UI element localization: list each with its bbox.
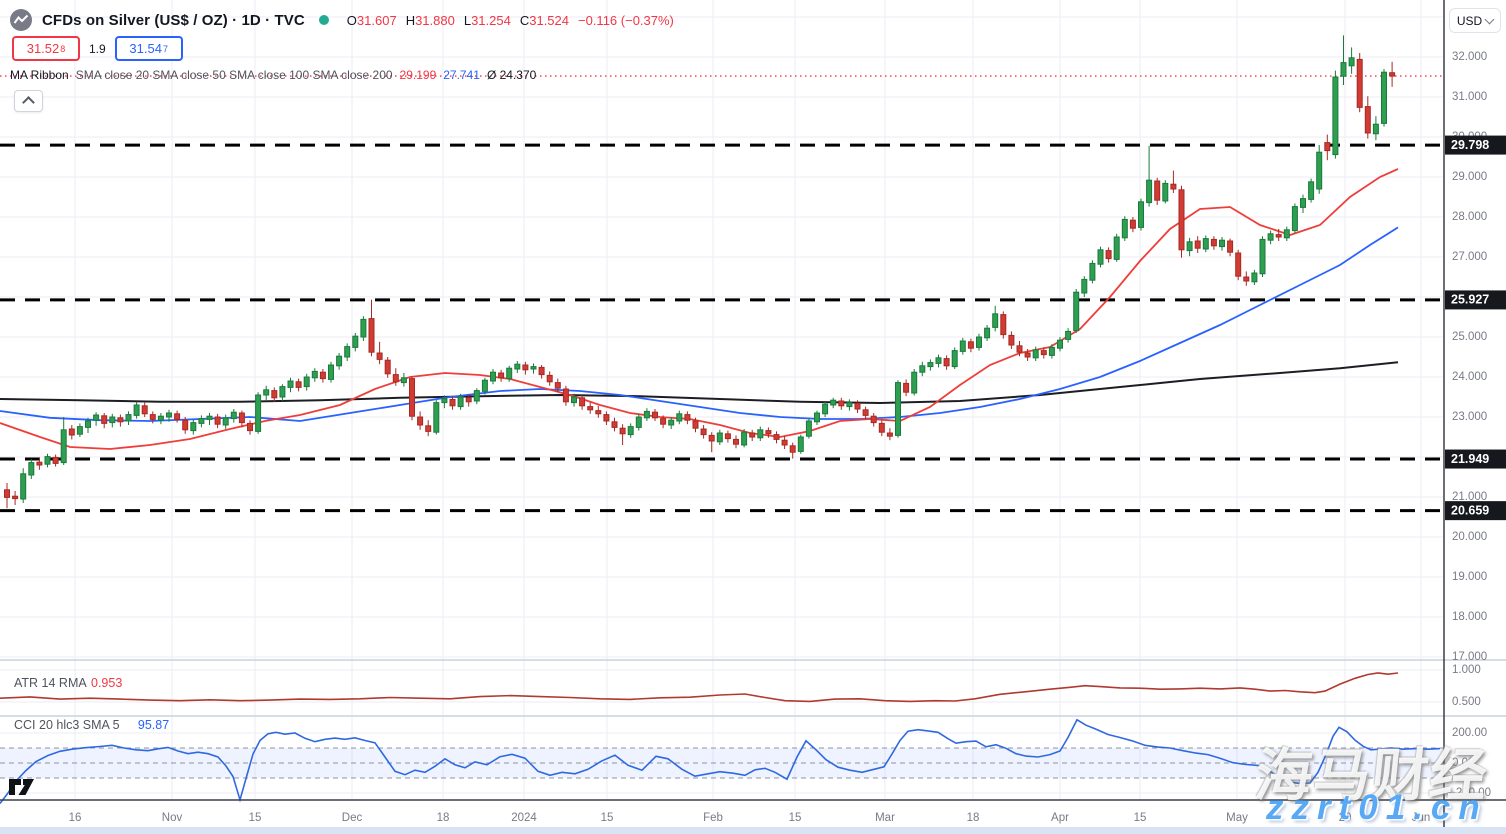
atr-legend: ATR 14 RMA (14, 676, 87, 690)
svg-text:May: May (1226, 812, 1248, 824)
svg-text:18: 18 (967, 812, 980, 824)
svg-text:Mar: Mar (875, 812, 895, 824)
svg-text:15: 15 (601, 812, 614, 824)
buy-price: 31.54 (129, 41, 162, 56)
cci-legend-value: 95.87 (138, 718, 169, 732)
svg-text:25.927: 25.927 (1451, 293, 1489, 307)
collapse-legend-button[interactable] (14, 90, 43, 112)
svg-text:15: 15 (249, 812, 262, 824)
svg-text:200.00: 200.00 (1452, 727, 1487, 739)
svg-text:Feb: Feb (703, 812, 723, 824)
tradingview-logo-icon[interactable] (8, 774, 36, 800)
currency-label: USD (1456, 13, 1483, 28)
sma50-value: 27.741 (443, 68, 480, 82)
buy-button[interactable]: 31.54 7 (114, 36, 183, 61)
cci-line[interactable] (0, 718, 1441, 804)
high-value: 31.880 (415, 12, 455, 28)
cci-band (0, 747, 1444, 779)
price-level-lines[interactable] (0, 143, 1444, 513)
indicator-pane-legends[interactable]: ATR 14 RMA 0.953 CCI 20 hlc3 SMA 5 95.87 (14, 676, 169, 732)
ohlc-values: O31.607 H31.880 L31.254 C31.524 −0.116 (… (347, 13, 674, 28)
svg-text:31.000: 31.000 (1452, 91, 1487, 103)
sma200-value: Ø 24.370 (486, 68, 537, 82)
svg-text:21.949: 21.949 (1451, 452, 1489, 466)
svg-text:Apr: Apr (1051, 812, 1069, 824)
open-value: 31.607 (356, 12, 397, 28)
buy-price-fraction: 7 (162, 43, 168, 54)
symbol-header: CFDs on Silver (US$ / OZ) · 1D · TVC O31… (10, 9, 674, 31)
gridlines (0, 0, 1444, 800)
indicator-title: MA Ribbon (10, 68, 69, 82)
symbol-logo-icon[interactable] (10, 9, 32, 31)
indicator-legend-ma-ribbon[interactable]: MA Ribbon SMA close 20 SMA close 50 SMA … (10, 68, 536, 82)
price-scale[interactable]: 32.00031.00030.00029.00028.00027.00026.0… (1445, 51, 1506, 799)
atr-legend-value: 0.953 (91, 676, 122, 690)
sma20-value: 29.199 (399, 68, 437, 82)
high-label: H (405, 12, 416, 28)
svg-text:15: 15 (1134, 812, 1147, 824)
svg-text:20: 20 (1339, 812, 1352, 824)
svg-text:25.000: 25.000 (1452, 331, 1487, 343)
sell-price: 31.52 (26, 41, 60, 56)
svg-text:21.000: 21.000 (1452, 491, 1487, 503)
svg-text:20.000: 20.000 (1452, 531, 1487, 543)
svg-text:-200.00: -200.00 (1452, 787, 1491, 799)
svg-text:Dec: Dec (342, 812, 363, 824)
svg-text:Nov: Nov (162, 812, 183, 824)
svg-text:0.00: 0.00 (1452, 757, 1474, 769)
chevron-up-icon (22, 96, 35, 109)
svg-text:15: 15 (789, 812, 802, 824)
watermark-site-url: zzrt01.cn (1266, 788, 1488, 827)
cci-legend: CCI 20 hlc3 SMA 5 (14, 718, 120, 732)
sell-button[interactable]: 31.52 8 (12, 36, 80, 61)
svg-text:19.000: 19.000 (1452, 571, 1487, 583)
svg-text:16: 16 (69, 812, 82, 824)
svg-text:29.798: 29.798 (1451, 138, 1489, 152)
svg-text:18: 18 (437, 812, 450, 824)
atr-line[interactable] (0, 672, 1399, 703)
low-value: 31.254 (471, 12, 511, 28)
svg-text:27.000: 27.000 (1452, 251, 1487, 263)
low-label: L (463, 12, 472, 28)
svg-text:29.000: 29.000 (1452, 171, 1487, 183)
svg-text:20.659: 20.659 (1451, 503, 1489, 517)
bid-ask-widget: 31.52 8 1.9 31.54 7 (12, 36, 183, 61)
open-label: O (346, 12, 357, 28)
svg-text:17.000: 17.000 (1452, 651, 1487, 663)
bottom-strip (0, 827, 1506, 834)
time-scale[interactable]: 16 Nov 15 Dec 18 2024 15 Feb 15 Mar 18 Apr 15 May 20 Ju… (69, 812, 1431, 824)
svg-text:1.000: 1.000 (1452, 664, 1481, 676)
svg-text:28.000: 28.000 (1452, 211, 1487, 223)
indicator-params: SMA close 20 SMA close 50 SMA close 100 … (75, 68, 393, 82)
svg-text:2024: 2024 (511, 812, 537, 824)
currency-selector[interactable]: USD (1449, 8, 1501, 33)
spread-value: 1.9 (89, 41, 106, 56)
svg-text:0.500: 0.500 (1452, 696, 1481, 708)
svg-text:32.000: 32.000 (1452, 51, 1487, 63)
svg-text:18.000: 18.000 (1452, 611, 1487, 623)
chevron-down-icon (1484, 14, 1495, 24)
svg-text:23.000: 23.000 (1452, 411, 1487, 423)
change-value: −0.116 (−0.37%) (578, 12, 674, 28)
symbol-title[interactable]: CFDs on Silver (US$ / OZ) · 1D · TVC (42, 11, 305, 29)
close-label: C (519, 12, 530, 28)
candles-layer[interactable] (4, 35, 1396, 509)
market-status-icon[interactable] (318, 15, 329, 25)
sell-price-fraction: 8 (60, 43, 66, 54)
svg-text:Jun: Jun (1412, 812, 1431, 824)
sma-200-line (0, 361, 1399, 405)
svg-text:24.000: 24.000 (1452, 371, 1487, 383)
close-value: 31.524 (529, 12, 569, 28)
